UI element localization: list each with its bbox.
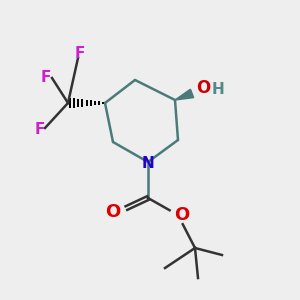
Text: N: N [142, 155, 154, 170]
Text: O: O [105, 203, 121, 221]
Text: F: F [75, 46, 85, 61]
Text: F: F [35, 122, 45, 137]
Text: F: F [41, 70, 51, 85]
Text: O: O [196, 79, 210, 97]
Polygon shape [175, 89, 194, 100]
Text: O: O [174, 206, 190, 224]
Text: H: H [212, 82, 224, 98]
